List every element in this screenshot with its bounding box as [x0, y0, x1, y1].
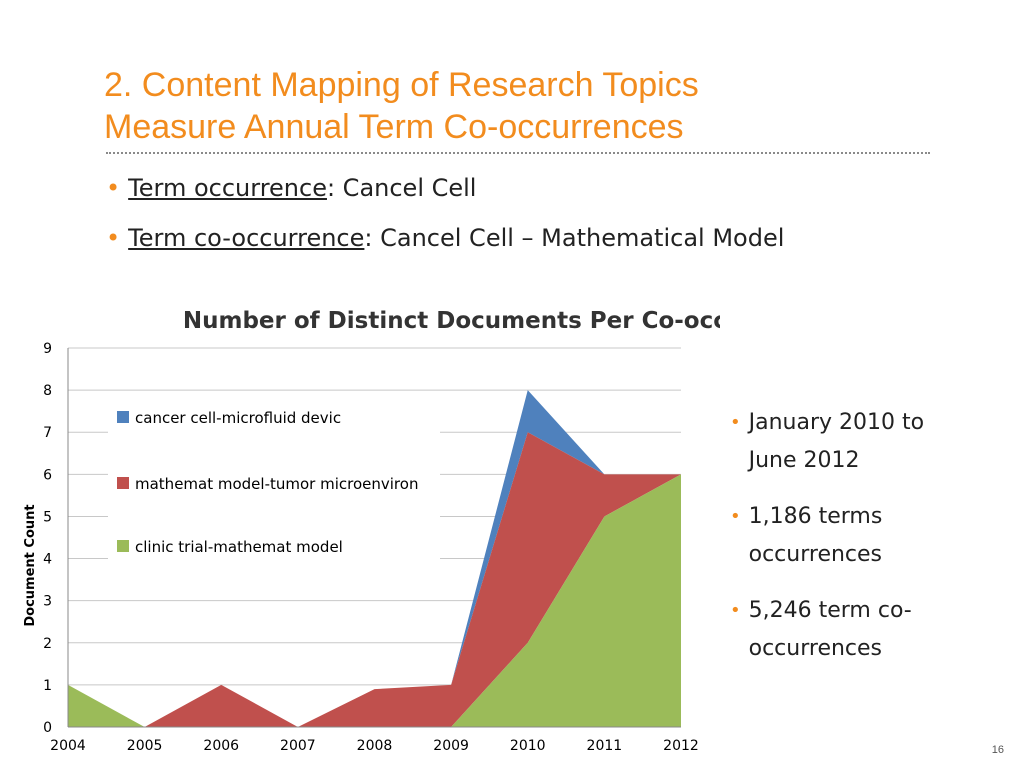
legend-label: cancer cell-microfluid devic: [135, 409, 341, 427]
title-line-1: 2. Content Mapping of Research Topics: [104, 66, 699, 104]
side-bullet-item: • 1,186 terms occurrences: [730, 498, 990, 574]
area-chart: Number of Distinct Documents Per Co-occu…: [23, 308, 720, 754]
y-tick-label: 0: [43, 720, 52, 736]
bullet-term: Term occurrence: [128, 174, 327, 202]
legend-label: mathemat model-tumor microenviron: [135, 475, 418, 493]
bullet-dot: •: [106, 224, 121, 252]
y-tick-label: 3: [43, 594, 52, 610]
series-area-1: [68, 432, 681, 727]
side-bullet-text: 5,246 term co-occurrences: [748, 598, 912, 661]
slide-title: 2. Content Mapping of Research Topics Me…: [104, 64, 924, 148]
bullet-dot: •: [730, 506, 741, 527]
x-tick-label: 2011: [587, 738, 623, 754]
bullet-dot: •: [730, 412, 741, 433]
y-tick-label: 4: [43, 552, 52, 568]
side-bullet-item: • 5,246 term co-occurrences: [730, 592, 990, 668]
title-divider: [106, 152, 930, 154]
bullet-text: : Cancel Cell – Mathematical Model: [364, 224, 785, 252]
x-tick-label: 2005: [127, 738, 163, 754]
title-line-2: Measure Annual Term Co-occurrences: [104, 108, 684, 146]
side-bullet-text: January 2010 to June 2012: [748, 410, 925, 473]
side-bullet-item: • January 2010 to June 2012: [730, 404, 990, 480]
x-tick-label: 2008: [357, 738, 393, 754]
side-bullet-list: • January 2010 to June 2012 • 1,186 terms …: [730, 404, 990, 686]
page-number: 16: [991, 744, 1004, 756]
legend-label: clinic trial-mathemat model: [135, 538, 343, 556]
bullet-dot: •: [106, 174, 121, 202]
x-tick-label: 2006: [203, 738, 239, 754]
bullet-list: • Term occurrence: Cancel Cell • Term co-o…: [106, 170, 926, 270]
legend-swatch: [117, 477, 129, 489]
bullet-item: • Term occurrence: Cancel Cell: [106, 170, 926, 220]
bullet-text: : Cancel Cell: [326, 174, 477, 202]
bullet-term: Term co-occurrence: [128, 224, 365, 252]
y-tick-label: 9: [43, 341, 52, 357]
bullet-dot: •: [730, 600, 741, 621]
y-tick-label: 5: [43, 509, 52, 525]
bullet-item: • Term co-occurrence: Cancel Cell – Mathe…: [106, 220, 926, 270]
x-tick-label: 2007: [280, 738, 316, 754]
legend-box: [108, 401, 440, 571]
x-tick-label: 2010: [510, 738, 546, 754]
y-tick-label: 2: [43, 636, 52, 652]
side-bullet-text: 1,186 terms occurrences: [748, 504, 883, 567]
chart-title: Number of Distinct Documents Per Co-occu…: [183, 308, 720, 334]
x-tick-label: 2012: [663, 738, 699, 754]
y-axis-label: Document Count: [23, 504, 38, 626]
y-tick-label: 8: [43, 383, 52, 399]
series-area-2: [68, 474, 681, 727]
x-tick-label: 2004: [50, 738, 86, 754]
y-tick-label: 1: [43, 678, 52, 694]
x-tick-label: 2009: [433, 738, 469, 754]
legend-swatch: [117, 540, 129, 552]
y-tick-label: 6: [43, 467, 52, 483]
y-tick-label: 7: [43, 425, 52, 441]
legend-swatch: [117, 411, 129, 423]
